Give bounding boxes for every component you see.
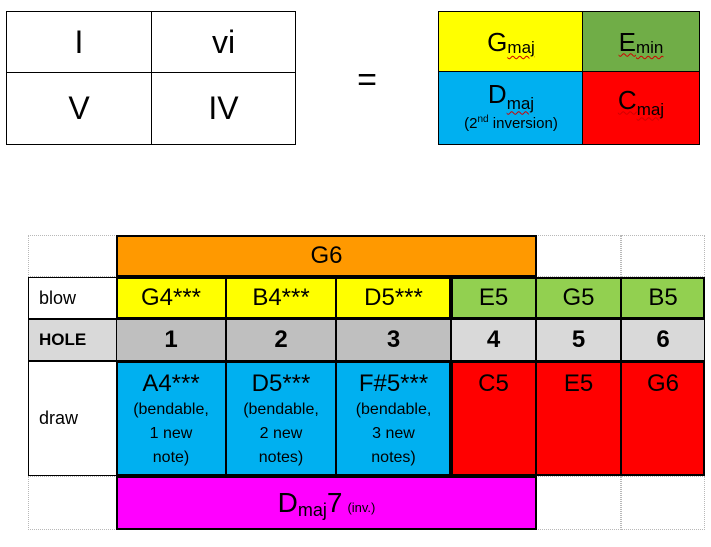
chord-quality: maj xyxy=(506,93,535,113)
chord-seventh: 7 xyxy=(326,487,343,518)
chord-root: G xyxy=(487,26,508,57)
draw-cell-3: F#5*** (bendable, 3 new notes) xyxy=(336,361,451,476)
draw-note-1: A4*** xyxy=(142,370,200,397)
inversion-note: (2nd inversion) xyxy=(464,113,558,132)
draw-detail-2b: 2 new xyxy=(259,425,303,442)
blow-note-6: B5 xyxy=(621,277,705,319)
draw-detail-1c: note) xyxy=(152,449,190,466)
equals-sign: = xyxy=(357,60,377,99)
blow-note-5: G5 xyxy=(536,277,621,319)
row-label-blow: blow xyxy=(28,277,117,319)
numeral-V: V xyxy=(68,90,90,126)
draw-note-2: D5*** xyxy=(251,370,311,397)
chord-root: C xyxy=(617,84,637,115)
draw-detail-2c: notes) xyxy=(258,449,304,466)
chord-c-major: Cmaj xyxy=(583,72,699,144)
roman-numeral-grid: I vi V IV xyxy=(6,11,296,145)
draw-cell-1: A4*** (bendable, 1 new note) xyxy=(116,361,226,476)
draw-detail-1b: 1 new xyxy=(149,425,193,442)
draw-detail-3a: (bendable, xyxy=(355,401,432,418)
blow-note-1: G4*** xyxy=(116,277,226,319)
numeral-IV: IV xyxy=(208,90,239,126)
numeral-I: I xyxy=(74,23,84,60)
chord-d-major: Dmaj (2nd inversion) xyxy=(439,72,583,144)
row-label-hole: HOLE xyxy=(28,319,117,361)
chord-root: D xyxy=(277,487,298,518)
chord-quality: maj xyxy=(507,38,535,57)
draw-detail-1a: (bendable, xyxy=(133,401,209,418)
draw-cell-4: C5 xyxy=(451,361,536,476)
draw-note-5: E5 xyxy=(563,370,594,397)
draw-cell-6: G6 xyxy=(621,361,705,476)
blow-note-3: D5*** xyxy=(336,277,451,319)
numeral-vi: vi xyxy=(211,23,236,60)
chord-quality: maj xyxy=(636,99,665,119)
hole-number-1: 1 xyxy=(116,319,226,361)
draw-detail-3b: 3 new xyxy=(372,425,415,442)
hole-number-5: 5 xyxy=(536,319,621,361)
chord-root: E xyxy=(618,26,636,57)
draw-detail-2a: (bendable, xyxy=(243,401,319,418)
row-label-draw: draw xyxy=(28,361,117,476)
chord-quality: maj xyxy=(297,499,327,520)
hole-number-3: 3 xyxy=(336,319,451,361)
hole-number-4: 4 xyxy=(451,319,536,361)
hole-number-6: 6 xyxy=(621,319,705,361)
draw-note-4: C5 xyxy=(478,370,509,397)
draw-note-3: F#5*** xyxy=(358,370,429,397)
hole-number-2: 2 xyxy=(226,319,336,361)
chord-inversion-note: (inv.) xyxy=(347,499,376,515)
draw-cell-5: E5 xyxy=(536,361,621,476)
chord-quality: min xyxy=(635,38,664,57)
chord-root: D xyxy=(487,78,507,109)
draw-detail-3c: notes) xyxy=(371,449,416,466)
draw-note-6: G6 xyxy=(646,370,679,397)
blow-chord-g6: G6 xyxy=(116,235,537,277)
